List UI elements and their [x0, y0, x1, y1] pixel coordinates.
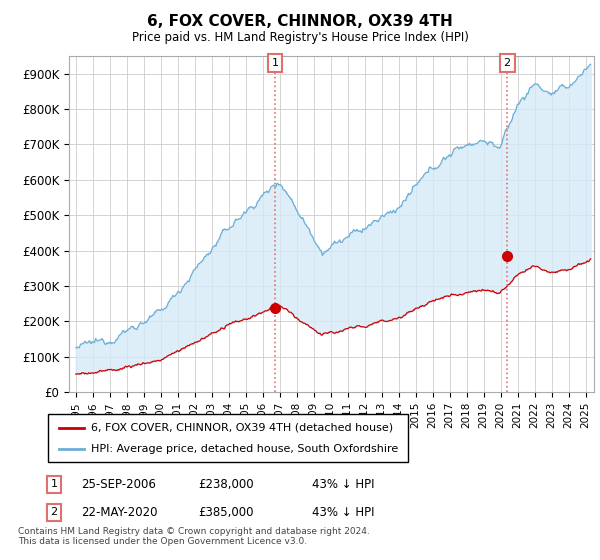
Text: 43% ↓ HPI: 43% ↓ HPI — [312, 478, 374, 491]
Text: HPI: Average price, detached house, South Oxfordshire: HPI: Average price, detached house, Sout… — [91, 444, 398, 454]
Text: £238,000: £238,000 — [198, 478, 254, 491]
Text: 22-MAY-2020: 22-MAY-2020 — [81, 506, 157, 519]
Text: 1: 1 — [272, 58, 278, 68]
Text: 2: 2 — [503, 58, 511, 68]
Text: 1: 1 — [50, 479, 58, 489]
Text: 6, FOX COVER, CHINNOR, OX39 4TH (detached house): 6, FOX COVER, CHINNOR, OX39 4TH (detache… — [91, 423, 394, 433]
Text: £385,000: £385,000 — [198, 506, 254, 519]
Text: Contains HM Land Registry data © Crown copyright and database right 2024.
This d: Contains HM Land Registry data © Crown c… — [18, 526, 370, 546]
Text: 6, FOX COVER, CHINNOR, OX39 4TH: 6, FOX COVER, CHINNOR, OX39 4TH — [147, 14, 453, 29]
Text: 43% ↓ HPI: 43% ↓ HPI — [312, 506, 374, 519]
Text: Price paid vs. HM Land Registry's House Price Index (HPI): Price paid vs. HM Land Registry's House … — [131, 31, 469, 44]
Text: 2: 2 — [50, 507, 58, 517]
Text: 25-SEP-2006: 25-SEP-2006 — [81, 478, 156, 491]
